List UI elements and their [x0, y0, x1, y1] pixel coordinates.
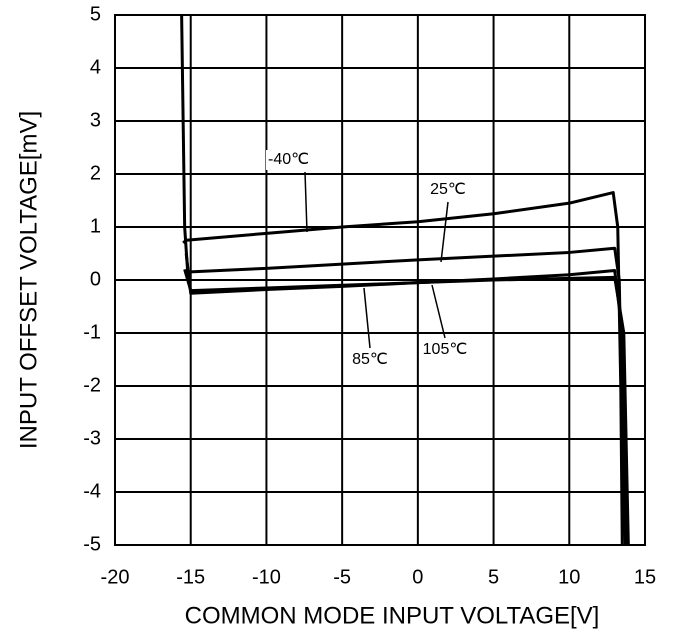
x-tick-label: -15 — [176, 566, 205, 588]
y-tick-label: -1 — [83, 321, 101, 343]
y-tick-label: 4 — [90, 56, 101, 78]
y-tick-label: 2 — [90, 162, 101, 184]
y-tick-label: 5 — [90, 3, 101, 25]
series-label: 105℃ — [423, 341, 468, 358]
data-line — [183, 268, 630, 546]
leader-line — [363, 287, 371, 349]
data-line — [184, 253, 629, 546]
series-label: 85℃ — [352, 351, 388, 368]
plot-frame — [114, 14, 646, 546]
label-bg — [421, 340, 469, 360]
y-tick-label: -3 — [83, 427, 101, 449]
x-tick-label: 5 — [488, 566, 499, 588]
y-tick-label: -4 — [83, 480, 101, 502]
x-tick-label: 0 — [412, 566, 423, 588]
series-label: -40℃ — [268, 151, 309, 168]
y-tick-label: 3 — [90, 109, 101, 131]
label-bg — [424, 180, 472, 200]
x-tick-label: -20 — [101, 566, 130, 588]
x-tick-label: 10 — [558, 566, 580, 588]
x-axis-label: COMMON MODE INPUT VOLTAGE[V] — [185, 602, 600, 629]
y-tick-label: 0 — [90, 268, 101, 290]
leader-line — [304, 171, 308, 233]
x-tick-label: -5 — [333, 566, 351, 588]
x-tick-label: -10 — [252, 566, 281, 588]
y-tick-label: 1 — [90, 215, 101, 237]
y-axis-label: INPUT OFFSET VOLTAGE[mV] — [15, 111, 42, 449]
label-bg — [266, 150, 314, 170]
y-tick-label: -5 — [83, 533, 101, 555]
leader-line — [431, 284, 446, 339]
leader-line — [440, 201, 449, 263]
label-bg — [346, 350, 394, 370]
series-label: 25℃ — [430, 181, 466, 198]
y-tick-label: -2 — [83, 374, 101, 396]
x-tick-label: 15 — [634, 566, 656, 588]
